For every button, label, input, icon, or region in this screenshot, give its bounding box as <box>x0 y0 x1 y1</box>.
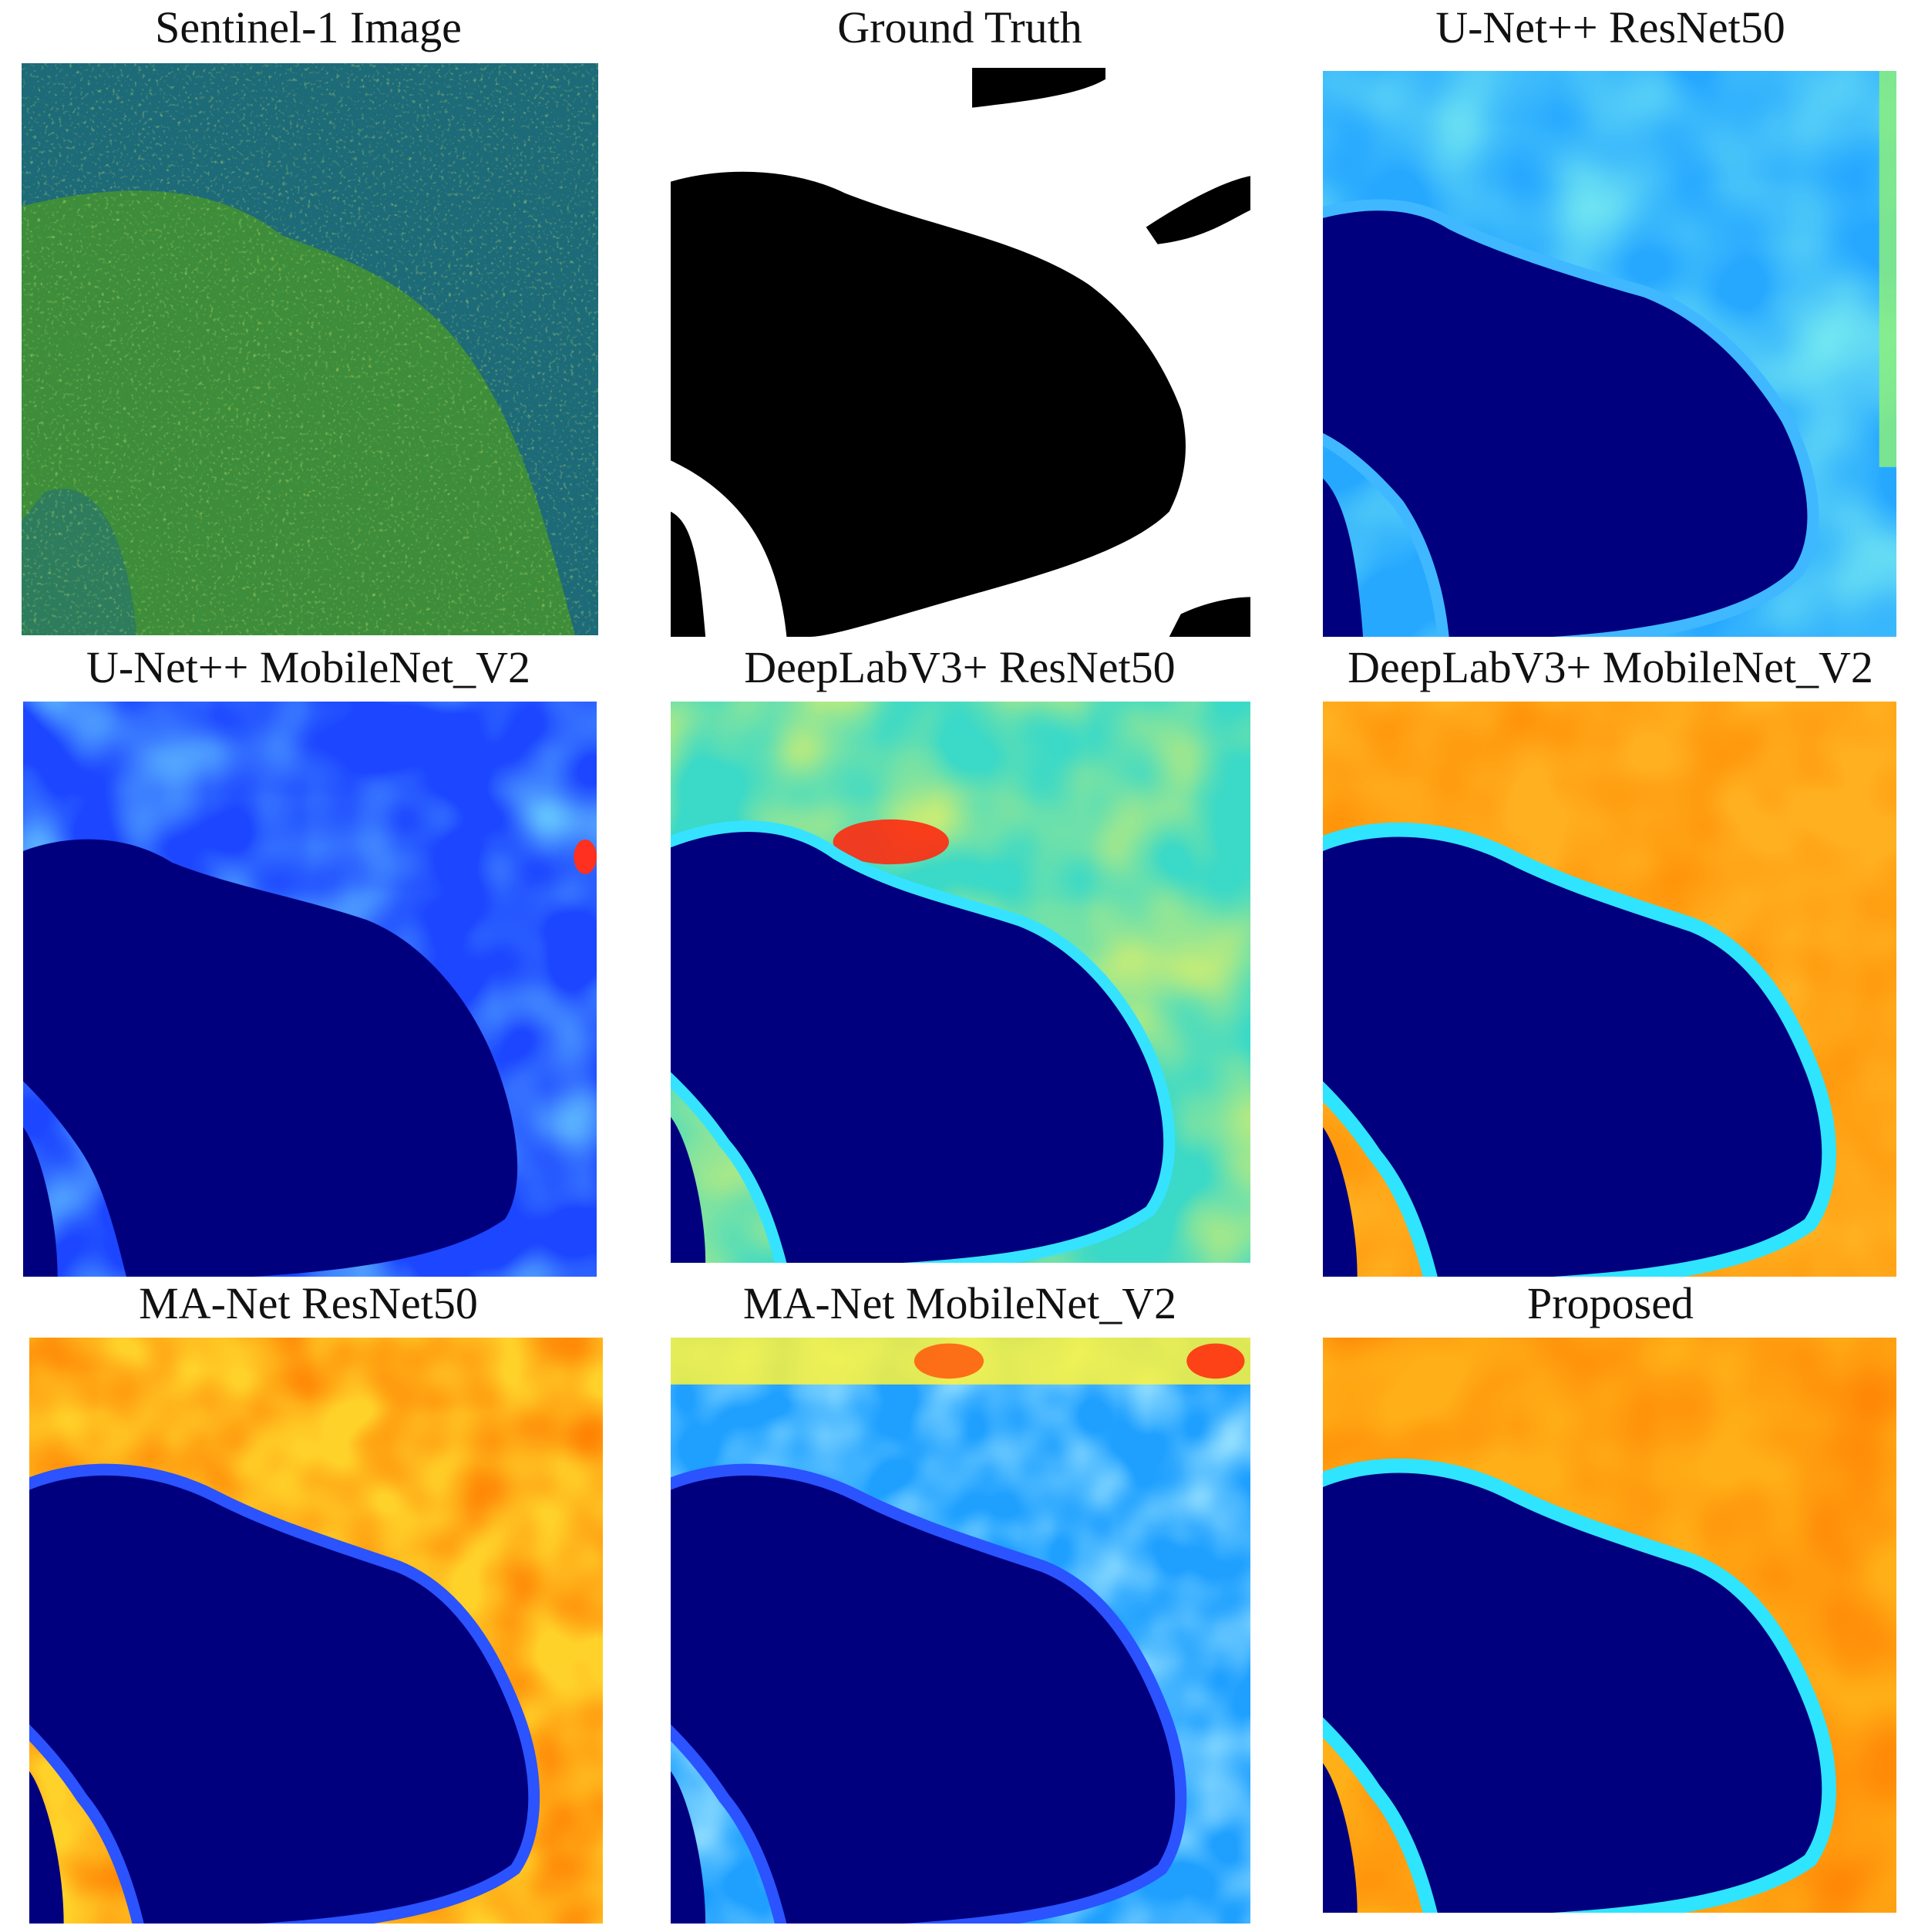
sentinel1-image <box>22 63 598 635</box>
panel-title: Ground Truth <box>837 2 1082 52</box>
proposed-heatmap <box>1323 1338 1896 1913</box>
panel-unetpp-mobilenetv2: U-Net++ MobileNet_V2 <box>0 640 617 1284</box>
manet-mobilenetv2-heatmap <box>671 1338 1250 1924</box>
panel-manet-resnet50: MA-Net ResNet50 <box>0 1276 617 1932</box>
panel-ground-truth: Ground Truth <box>648 0 1272 644</box>
panel-proposed: Proposed <box>1303 1276 1918 1932</box>
panel-title: U-Net++ ResNet50 <box>1435 2 1785 52</box>
deeplabv3p-resnet50-heatmap <box>671 702 1250 1263</box>
panel-title: Proposed <box>1527 1278 1694 1328</box>
panel-deeplabv3p-resnet50: DeepLabV3+ ResNet50 <box>648 640 1272 1284</box>
panel-title: MA-Net MobileNet_V2 <box>742 1278 1177 1328</box>
panel-title: Sentinel-1 Image <box>155 2 462 52</box>
unetpp-mobilenetv2-heatmap <box>23 702 597 1277</box>
ground-truth-mask <box>671 68 1250 637</box>
panel-deeplabv3p-mobilenetv2: DeepLabV3+ MobileNet_V2 <box>1303 640 1918 1284</box>
panel-manet-mobilenetv2: MA-Net MobileNet_V2 <box>648 1276 1272 1932</box>
manet-resnet50-heatmap <box>29 1338 603 1924</box>
unetpp-resnet50-heatmap <box>1323 71 1896 637</box>
panel-title: DeepLabV3+ ResNet50 <box>744 642 1176 692</box>
panel-title: DeepLabV3+ MobileNet_V2 <box>1348 642 1873 692</box>
panel-sentinel1: Sentinel-1 Image <box>0 0 617 644</box>
panel-title: MA-Net ResNet50 <box>139 1278 478 1328</box>
deeplabv3p-mobilenetv2-heatmap <box>1323 702 1896 1277</box>
panel-unetpp-resnet50: U-Net++ ResNet50 <box>1303 0 1918 644</box>
panel-title: U-Net++ MobileNet_V2 <box>86 642 531 692</box>
